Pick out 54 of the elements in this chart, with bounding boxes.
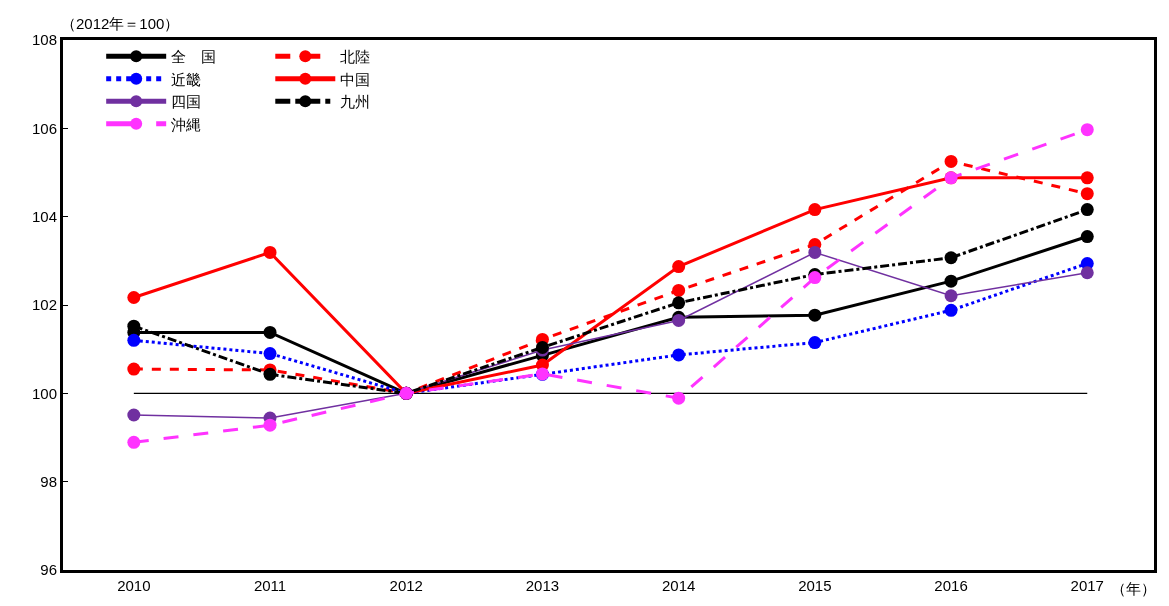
point [127,435,141,449]
point [944,289,958,303]
legend-label: 四国 [171,93,202,111]
legend-label: 中国 [340,70,371,88]
text: （年） [1111,580,1156,597]
point [944,274,958,288]
point [127,362,141,376]
point [672,283,686,297]
x-tick-label: 2011 [253,577,287,594]
point [127,290,141,304]
legend-label: 沖縄 [171,115,202,133]
point [1080,230,1094,244]
point [808,336,822,350]
y-tick-label: 98 [40,472,57,490]
x-tick-label: 2012 [389,577,423,594]
legend-label: 九州 [340,93,371,111]
point [672,296,686,310]
point [944,303,958,317]
point [808,245,822,259]
x-tick-label: 2015 [798,577,832,594]
legend-label: 北陸 [340,48,371,66]
text: （2012年＝100） [61,15,180,32]
x-tick-label: 2010 [117,577,151,594]
point [808,203,822,217]
legend-label: 全 国 [171,48,217,66]
point [1080,203,1094,217]
y-tick-label: 106 [31,119,57,137]
y-tick-label: 96 [40,561,57,579]
point [944,154,958,168]
point [1080,171,1094,185]
point [808,308,822,322]
point [263,418,277,432]
x-tick-label: 2014 [661,577,696,594]
x-tick-label: 2016 [934,577,968,594]
point [263,245,277,259]
legend-label: 近畿 [171,70,202,88]
point [672,391,686,405]
point [672,348,686,362]
point [1080,123,1094,137]
y-tick-label: 108 [31,31,57,49]
y-tick-label: 104 [31,207,57,225]
point [672,260,686,274]
point [263,367,277,381]
point [1080,187,1094,201]
y-tick-label: 102 [31,296,57,314]
x-tick-label: 2017 [1070,577,1104,594]
x-tick-label: 2013 [525,577,560,594]
y-tick-label: 100 [31,384,57,402]
point [127,333,141,347]
point [263,347,277,361]
point [944,251,958,265]
point [1080,266,1094,280]
point [263,325,277,339]
point [127,408,141,422]
